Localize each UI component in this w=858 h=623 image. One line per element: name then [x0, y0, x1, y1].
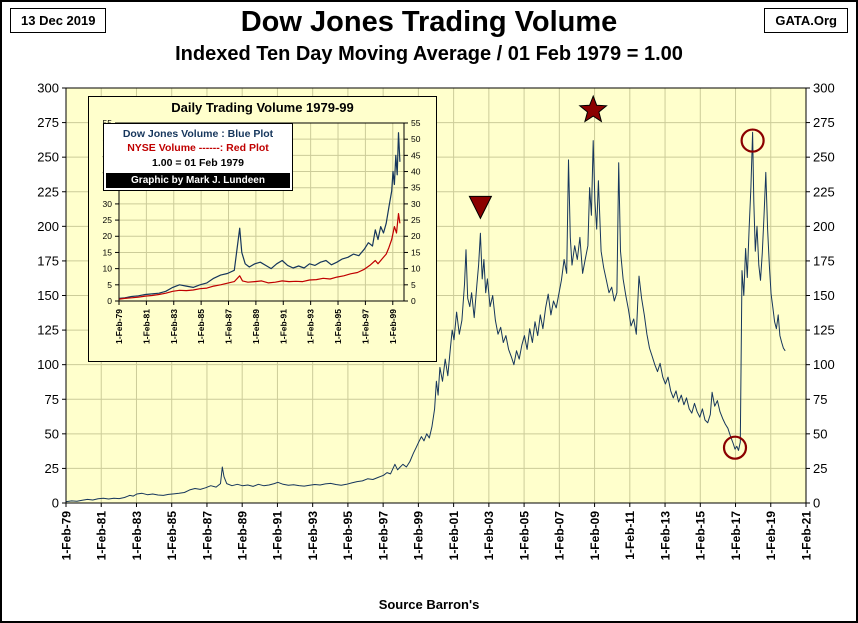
svg-text:15: 15	[103, 247, 113, 257]
svg-text:1-Feb-95: 1-Feb-95	[341, 511, 355, 561]
svg-text:1-Feb-89: 1-Feb-89	[251, 309, 261, 344]
svg-text:1-Feb-91: 1-Feb-91	[271, 511, 285, 561]
svg-text:1-Feb-95: 1-Feb-95	[333, 309, 343, 344]
svg-text:300: 300	[813, 81, 835, 96]
svg-text:1-Feb-83: 1-Feb-83	[169, 309, 179, 344]
svg-text:150: 150	[813, 288, 835, 303]
svg-text:1-Feb-97: 1-Feb-97	[376, 511, 390, 561]
svg-text:0: 0	[52, 496, 59, 511]
svg-text:1-Feb-91: 1-Feb-91	[278, 309, 288, 344]
svg-text:250: 250	[813, 150, 835, 165]
svg-text:1-Feb-97: 1-Feb-97	[360, 309, 370, 344]
legend-credit: Graphic by Mark J. Lundeen	[106, 173, 290, 188]
svg-text:1-Feb-11: 1-Feb-11	[623, 511, 637, 560]
legend-base-index: 1.00 = 01 Feb 1979	[152, 157, 244, 169]
svg-text:0: 0	[813, 496, 820, 511]
svg-text:225: 225	[813, 184, 835, 199]
svg-text:175: 175	[37, 253, 59, 268]
svg-text:50: 50	[813, 426, 827, 441]
svg-text:1-Feb-85: 1-Feb-85	[165, 511, 179, 561]
svg-text:55: 55	[103, 119, 113, 128]
svg-text:25: 25	[45, 461, 59, 476]
svg-text:1-Feb-99: 1-Feb-99	[388, 309, 398, 344]
svg-text:1-Feb-81: 1-Feb-81	[95, 511, 109, 561]
annotation-star	[578, 94, 608, 123]
svg-text:75: 75	[45, 392, 59, 407]
inset-chart: Daily Trading Volume 1979-99 0 0 5 5 10 10 15 1…	[88, 96, 437, 362]
gata-org-badge: GATA.Org	[764, 8, 848, 33]
svg-text:20: 20	[411, 231, 421, 241]
svg-text:30: 30	[103, 199, 113, 209]
svg-text:100: 100	[37, 357, 59, 372]
svg-text:50: 50	[45, 426, 59, 441]
svg-text:1-Feb-99: 1-Feb-99	[412, 511, 426, 561]
svg-text:5: 5	[411, 280, 416, 290]
svg-text:225: 225	[37, 184, 59, 199]
svg-text:1-Feb-87: 1-Feb-87	[200, 511, 214, 561]
annotation-triangle-down	[468, 195, 493, 220]
svg-text:1-Feb-93: 1-Feb-93	[306, 511, 320, 561]
svg-text:25: 25	[103, 215, 113, 225]
svg-text:55: 55	[411, 119, 421, 128]
svg-text:10: 10	[411, 264, 421, 274]
svg-text:1-Feb-21: 1-Feb-21	[799, 511, 813, 561]
annotation-circle	[722, 435, 748, 460]
svg-text:1-Feb-83: 1-Feb-83	[130, 511, 144, 561]
svg-text:1-Feb-17: 1-Feb-17	[729, 511, 743, 561]
svg-text:1-Feb-07: 1-Feb-07	[553, 511, 567, 561]
svg-text:1-Feb-01: 1-Feb-01	[447, 511, 461, 561]
svg-text:5: 5	[107, 280, 112, 290]
chart-title: Dow Jones Trading Volume	[240, 6, 618, 38]
svg-text:1-Feb-13: 1-Feb-13	[658, 511, 672, 561]
svg-text:25: 25	[813, 461, 827, 476]
svg-text:200: 200	[37, 219, 59, 234]
svg-text:1-Feb-93: 1-Feb-93	[306, 309, 316, 344]
inset-title: Daily Trading Volume 1979-99	[171, 100, 354, 115]
legend-nyse-volume: NYSE Volume ------: Red Plot	[127, 142, 269, 154]
svg-text:150: 150	[37, 288, 59, 303]
svg-text:1-Feb-05: 1-Feb-05	[517, 511, 531, 561]
svg-text:40: 40	[411, 167, 421, 177]
svg-text:1-Feb-85: 1-Feb-85	[196, 309, 206, 344]
svg-text:75: 75	[813, 392, 827, 407]
svg-text:275: 275	[813, 115, 835, 130]
svg-text:1-Feb-79: 1-Feb-79	[59, 511, 73, 561]
svg-text:1-Feb-87: 1-Feb-87	[224, 309, 234, 344]
svg-text:15: 15	[411, 247, 421, 257]
svg-text:35: 35	[411, 183, 421, 193]
svg-text:1-Feb-81: 1-Feb-81	[141, 309, 151, 344]
svg-text:300: 300	[37, 81, 59, 96]
source-label: Source Barron's	[378, 597, 480, 612]
chart-subtitle: Indexed Ten Day Moving Average / 01 Feb …	[175, 43, 683, 65]
svg-text:10: 10	[103, 264, 113, 274]
svg-text:1-Feb-03: 1-Feb-03	[482, 511, 496, 561]
legend-dow-volume: Dow Jones Volume : Blue Plot	[122, 128, 274, 140]
svg-text:1-Feb-09: 1-Feb-09	[588, 511, 602, 561]
svg-text:30: 30	[411, 199, 421, 209]
svg-text:275: 275	[37, 115, 59, 130]
svg-text:200: 200	[813, 219, 835, 234]
svg-text:50: 50	[411, 134, 421, 144]
inset-legend: Dow Jones Volume : Blue Plot NYSE Volume…	[103, 123, 293, 191]
date-badge: 13 Dec 2019	[10, 8, 107, 33]
svg-text:25: 25	[411, 215, 421, 225]
svg-text:250: 250	[37, 150, 59, 165]
svg-text:125: 125	[813, 323, 835, 338]
svg-text:1-Feb-19: 1-Feb-19	[764, 511, 778, 561]
svg-text:0: 0	[107, 296, 112, 306]
svg-text:100: 100	[813, 357, 835, 372]
svg-text:45: 45	[411, 150, 421, 160]
svg-text:0: 0	[411, 296, 416, 306]
annotation-circle	[740, 128, 765, 153]
svg-text:1-Feb-79: 1-Feb-79	[114, 309, 124, 344]
svg-text:1-Feb-15: 1-Feb-15	[694, 511, 708, 561]
svg-text:20: 20	[103, 231, 113, 241]
svg-text:1-Feb-89: 1-Feb-89	[236, 511, 250, 561]
svg-text:175: 175	[813, 253, 835, 268]
svg-text:125: 125	[37, 323, 59, 338]
